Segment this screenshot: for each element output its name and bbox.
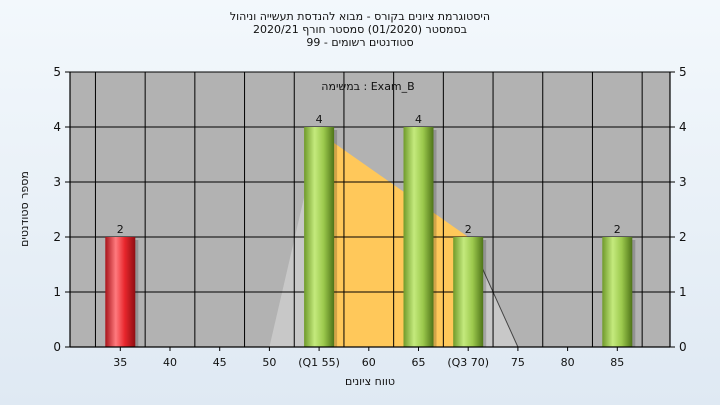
x-tick-label: 60 — [362, 356, 376, 369]
x-tick-label: 80 — [561, 356, 575, 369]
y-axis-title: מספר סטודנטים — [18, 171, 31, 247]
x-tick-label: (Q1 55) — [298, 356, 340, 369]
y-tick-label: 3 — [53, 175, 61, 189]
x-tick-label: 35 — [113, 356, 127, 369]
bar-85 — [602, 237, 633, 347]
y-tick-label-right: 4 — [679, 120, 687, 134]
y-tick-label-right: 1 — [679, 285, 687, 299]
x-tick-label: 40 — [163, 356, 177, 369]
x-tick-label: (Q3 70) — [447, 356, 489, 369]
x-tick-label: 75 — [511, 356, 525, 369]
y-tick-label: 5 — [53, 65, 61, 79]
chart-title-line-2: בסמסטר (01/2020) סמסטר חורף 2020/21 — [253, 23, 467, 36]
y-tick-label-right: 2 — [679, 230, 687, 244]
x-tick-label: 85 — [610, 356, 624, 369]
bar-(Q1 55) — [304, 127, 335, 347]
bar-65 — [403, 127, 434, 347]
bar-value-label: 2 — [117, 223, 124, 236]
bar-value-label: 2 — [465, 223, 472, 236]
bar-value-label: 2 — [614, 223, 621, 236]
y-tick-label-right: 3 — [679, 175, 687, 189]
x-tick-label: 45 — [213, 356, 227, 369]
y-tick-label: 0 — [53, 340, 61, 354]
bar-value-label: 4 — [316, 113, 323, 126]
y-tick-label: 2 — [53, 230, 61, 244]
chart-title-line-1: היסטוגרמת ציונים בקורס - מבוא להנדסת תעש… — [229, 10, 491, 23]
y-tick-label: 1 — [53, 285, 61, 299]
x-axis-title: טווח ציונים — [345, 375, 395, 388]
task-annotation: במשימה : Exam_B — [321, 80, 414, 93]
bar-(Q3 70) — [453, 237, 484, 347]
y-tick-label-right: 5 — [679, 65, 687, 79]
bar-35 — [105, 237, 136, 347]
x-tick-label: 50 — [262, 356, 276, 369]
bar-value-label: 4 — [415, 113, 422, 126]
x-tick-label: 65 — [412, 356, 426, 369]
chart-title-line-3: סטודנטים רשומים - 99 — [306, 36, 414, 49]
y-tick-label: 4 — [53, 120, 61, 134]
y-tick-label-right: 0 — [679, 340, 687, 354]
